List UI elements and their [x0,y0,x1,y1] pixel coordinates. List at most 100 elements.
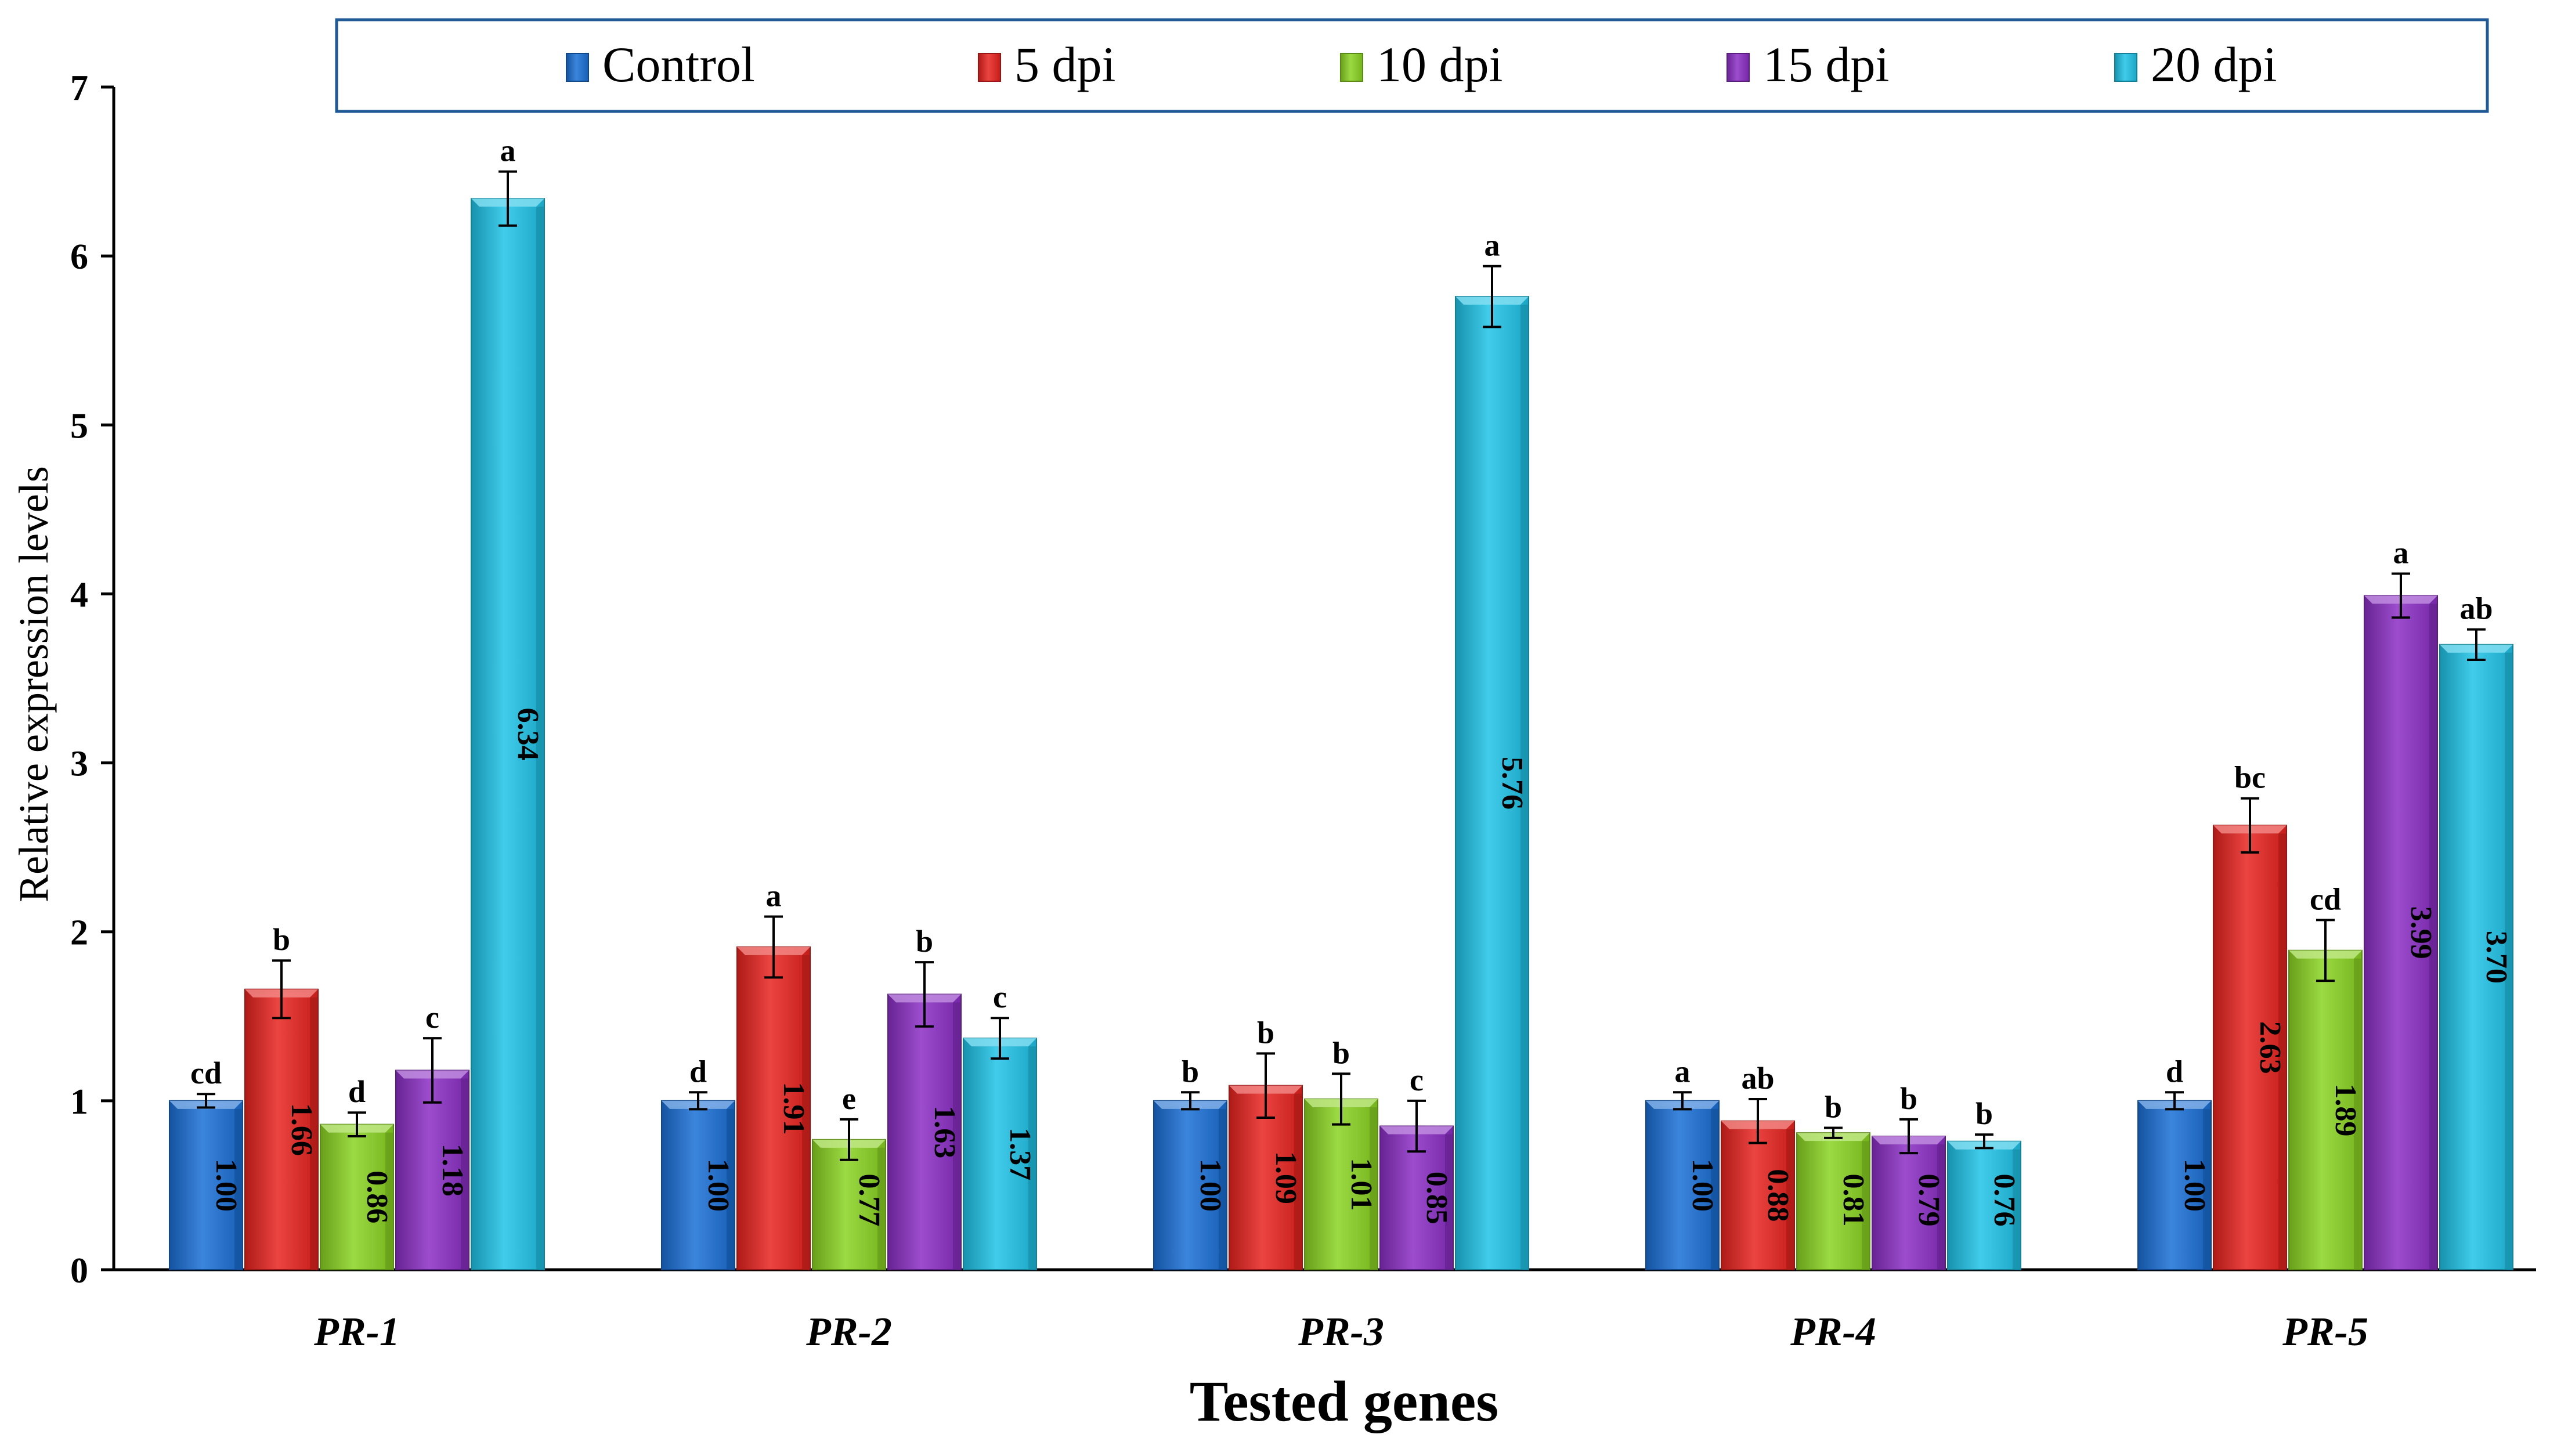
bar-value-label: 0.79 [1912,1174,1945,1227]
bar-side [2278,833,2287,1270]
significance-letter: c [1410,1063,1424,1097]
bar-side [2505,652,2513,1270]
bar-side [1445,1134,1453,1270]
bar-side [310,997,318,1270]
x-category-label: PR-5 [2282,1310,2368,1354]
bar-value-label: 3.99 [2404,906,2437,959]
bar [320,1123,394,1271]
bar [1645,1100,1720,1271]
significance-letter: b [1332,1035,1350,1070]
bar-value-label: 3.70 [2480,931,2513,984]
significance-letter: b [273,922,290,957]
bar [2288,949,2363,1270]
significance-letter: a [1485,228,1500,263]
bar-side [1294,1093,1302,1270]
labels-layer: PR-1cd1.00b1.66d0.86c1.18a6.34PR-2d1.00a… [190,133,2513,1354]
bar-side [461,1078,469,1270]
bar-value-label: 0.81 [1837,1174,1870,1227]
bar-side [1937,1144,1945,1270]
legend-label: Control [602,37,755,92]
bar [169,1100,243,1271]
bar-value-label: 1.66 [285,1103,318,1156]
bar-side [1370,1107,1378,1270]
x-category-label: PR-4 [1790,1310,1876,1354]
bar [244,988,319,1271]
significance-letter: b [916,924,933,959]
bar-value-label: 1.37 [1003,1128,1036,1180]
significance-letter: bc [2234,760,2266,795]
y-tick-label: 2 [70,913,88,953]
bar-value-label: 1.00 [210,1159,243,1212]
legend-label: 20 dpi [2151,37,2277,92]
bar [2137,1100,2212,1271]
significance-letter: b [1825,1089,1842,1124]
significance-letter: d [348,1074,366,1109]
bar-value-label: 5.76 [1496,757,1529,810]
bar-value-label: 1.09 [1269,1151,1302,1204]
bar-value-label: 0.86 [360,1170,393,1223]
y-tick-label: 3 [70,745,88,784]
y-tick-label: 4 [70,575,88,615]
bar-side [1219,1108,1227,1270]
legend-swatch [566,53,589,82]
bar [1872,1135,1946,1271]
bar-value-label: 1.00 [702,1159,735,1212]
bar-side [877,1147,886,1270]
significance-letter: cd [190,1056,222,1090]
y-tick-label: 5 [70,406,88,446]
significance-letter: e [842,1081,856,1116]
bar-side [536,207,544,1270]
bar [1947,1140,2021,1271]
bar-value-label: 0.85 [1420,1172,1453,1224]
bar-value-label: 1.89 [2329,1083,2362,1136]
legend-swatch [1340,53,1363,82]
significance-letter: b [1257,1015,1274,1050]
bar-value-label: 1.00 [1686,1159,1719,1212]
y-tick-label: 6 [70,237,88,277]
x-axis-title: Tested genes [1190,1369,1498,1433]
bar-side [2203,1108,2211,1270]
bar-value-label: 0.88 [1761,1169,1794,1222]
x-category-label: PR-3 [1298,1310,1384,1354]
bar-side [1862,1141,1870,1270]
bar-value-label: 1.91 [777,1082,810,1135]
legend-label: 10 dpi [1377,37,1502,92]
bar-side [802,955,810,1270]
x-category-label: PR-1 [313,1310,400,1354]
bar-side [1786,1129,1794,1270]
significance-letter: b [1975,1096,1993,1131]
legend: Control 5 dpi 10 dpi 15 dpi 20 dpi [335,18,2489,113]
significance-letter: a [1675,1054,1691,1089]
significance-letter: c [993,980,1007,1014]
bar-side [234,1108,243,1270]
legend-label: 5 dpi [1014,37,1115,92]
bar-value-label: 2.63 [2253,1021,2287,1074]
bar-side [1711,1108,1719,1270]
significance-letter: d [2166,1054,2183,1089]
bar [736,946,811,1270]
bar-side [2354,958,2362,1270]
bar-side [2429,604,2437,1270]
bar-side [2013,1149,2021,1270]
significance-letter: ab [1741,1061,1774,1096]
bar [2213,825,2287,1270]
significance-letter: a [766,879,782,913]
bar [661,1100,735,1271]
bar-side [385,1132,393,1270]
bar-value-label: 1.00 [2178,1159,2211,1212]
bar-side [1028,1046,1036,1270]
significance-letter: b [1182,1054,1199,1089]
y-tick-label: 1 [70,1082,88,1122]
bar-side [1520,305,1529,1270]
y-axis-title: Relative expression levels [10,466,57,902]
bar [812,1139,886,1270]
y-tick-label: 7 [70,68,88,108]
bar-value-label: 1.01 [1345,1158,1378,1211]
bar-value-label: 0.77 [853,1174,886,1227]
significance-letter: cd [2310,881,2341,916]
significance-letter: b [1900,1081,1917,1116]
significance-letter: a [2393,535,2409,570]
bar [1304,1098,1378,1270]
significance-letter: a [500,133,516,168]
